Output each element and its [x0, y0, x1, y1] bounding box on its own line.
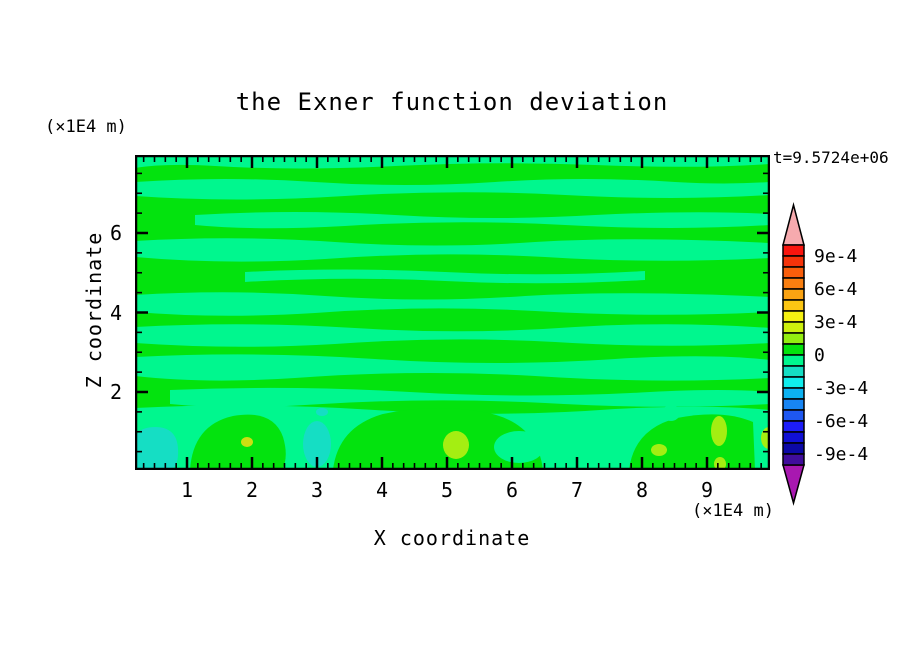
- colorbar-box: [782, 244, 805, 257]
- colorbar-label: 0: [814, 345, 825, 366]
- colorbar-box: [782, 453, 805, 466]
- x-tick-label: 8: [635, 478, 649, 502]
- x-tick-label: 9: [700, 478, 714, 502]
- colorbar-box: [782, 266, 805, 279]
- y-tick-label: 2: [109, 380, 122, 404]
- x-tick-label: 2: [245, 478, 259, 502]
- colorbar-box: [782, 255, 805, 268]
- colorbar-box: [782, 288, 805, 301]
- colorbar-over-arrow: [782, 202, 805, 246]
- time-label: t=9.5724e+06: [773, 148, 889, 167]
- y-tick-label: 6: [109, 221, 122, 245]
- colorbar-box: [782, 310, 805, 323]
- colorbar-box: [782, 354, 805, 367]
- colorbar-label: 3e-4: [814, 312, 857, 333]
- x-tick-label: 3: [310, 478, 324, 502]
- x-tick-label: 6: [505, 478, 519, 502]
- x-axis-unit-label: (×1E4 m): [692, 501, 774, 521]
- x-tick-label: 5: [440, 478, 454, 502]
- colorbar-label: 9e-4: [814, 246, 857, 267]
- surface-anomaly-blobs: [135, 405, 770, 470]
- colorbar-box: [782, 431, 805, 444]
- colorbar-box: [782, 299, 805, 312]
- contour-bands: [135, 155, 770, 470]
- colorbar-box: [782, 398, 805, 411]
- colorbar-boxes: [782, 244, 805, 466]
- page-title: the Exner function deviation: [235, 88, 669, 116]
- y-axis-unit-label: (×1E4 m): [45, 117, 127, 137]
- plot-frame: [135, 155, 770, 470]
- colorbar-label: -3e-4: [814, 378, 868, 399]
- colorbar-box: [782, 365, 805, 378]
- colorbar-label: -9e-4: [814, 444, 868, 465]
- colorbar-box: [782, 420, 805, 433]
- colorbar-box: [782, 442, 805, 455]
- contour-field: [135, 155, 770, 470]
- colorbar: 9e-4 6e-4 3e-4 0 -3e-4 -6e-4 -9e-4: [782, 202, 868, 506]
- colorbar-box: [782, 387, 805, 400]
- colorbar-label: 6e-4: [814, 279, 857, 300]
- colorbar-under-arrow: [782, 464, 805, 506]
- x-tick-label: 7: [570, 478, 584, 502]
- colorbar-box: [782, 409, 805, 422]
- x-tick-label: 1: [180, 478, 194, 502]
- colorbar-box: [782, 376, 805, 389]
- contour-plot: [135, 155, 770, 470]
- colorbar-labels: 9e-4 6e-4 3e-4 0 -3e-4 -6e-4 -9e-4: [814, 246, 868, 465]
- colorbar-box: [782, 321, 805, 334]
- colorbar-box: [782, 277, 805, 290]
- y-tick-label: 4: [109, 301, 122, 325]
- x-axis-title: X coordinate: [373, 526, 531, 550]
- x-tick-label: 4: [375, 478, 389, 502]
- colorbar-label: -6e-4: [814, 411, 868, 432]
- colorbar-box: [782, 332, 805, 345]
- colorbar-box: [782, 343, 805, 356]
